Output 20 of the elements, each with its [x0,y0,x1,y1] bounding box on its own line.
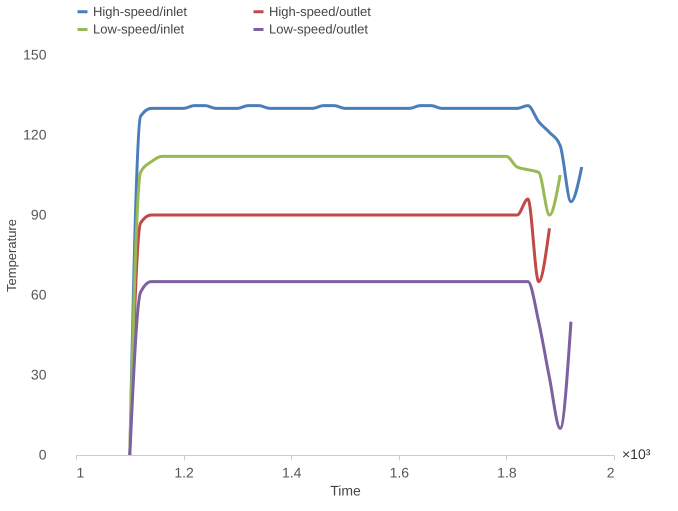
y-tick-label: 30 [30,366,47,382]
legend-label: High-speed/inlet [93,4,188,19]
y-tick-label: 120 [23,126,47,142]
y-tick-label: 0 [38,446,47,462]
y-tick-label: 60 [30,286,47,302]
legend-label: High-speed/outlet [269,4,372,19]
x-tick-label: 1 [76,464,84,480]
x-tick-label: 1.4 [282,464,302,480]
legend-label: Low-speed/outlet [269,22,368,36]
y-tick-label: 90 [30,206,47,222]
text: ×10³ [622,446,651,462]
x-tick-label: 1.2 [174,464,194,480]
y-axis-title: Temperature [4,219,20,292]
line-series [128,280,572,456]
x-axis-title: Time [330,482,362,498]
x-tick-label: 1.6 [390,464,410,480]
x-tick-label: 1.8 [497,464,517,480]
y-tick-label: 150 [23,46,47,62]
legend-label: Low-speed/inlet [93,22,184,36]
x-tick-label: 2 [606,464,615,480]
